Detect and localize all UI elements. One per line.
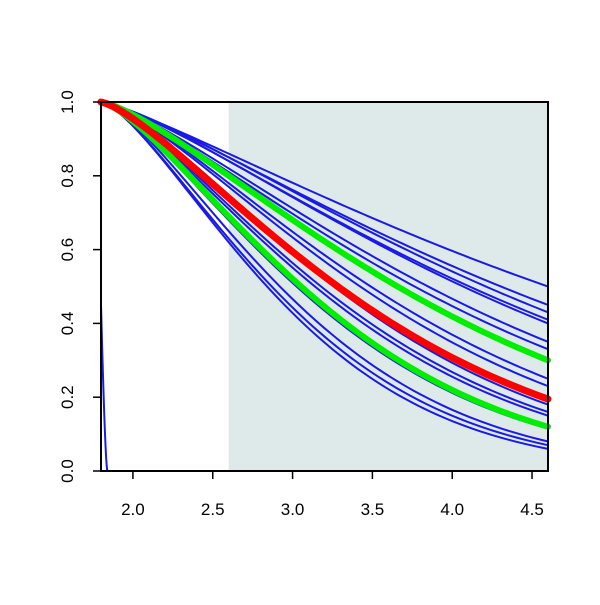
series-line-green-7 [98,99,551,364]
series-line-blue-9 [100,101,549,388]
spike-series-line [100,304,548,472]
x-tick-label: 3.5 [361,500,385,519]
y-tick-label: 0.6 [58,238,77,262]
series-line-blue-2 [100,101,549,314]
x-tick-label: 2.5 [201,500,225,519]
y-tick-label: 0.4 [58,312,77,336]
y-tick-label: 1.0 [58,90,77,114]
series-line-blue-18 [100,101,549,450]
y-tick-label: 0.8 [58,164,77,188]
x-tick-label: 4.5 [520,500,544,519]
y-tick-label: 0.2 [58,385,77,409]
series-line-green-14 [98,99,551,430]
axis-layer: 2.0 2.5 3.0 3.5 4.0 4.5 0.0 0.2 0.4 0.6 0.8 1.0 [58,90,549,519]
y-tick-label: 0.0 [58,459,77,483]
x-tick-label: 3.0 [281,500,305,519]
series-line-blue-5 [100,101,549,343]
series-line-blue-16 [100,101,549,443]
x-tick-label: 2.0 [121,500,145,519]
x-tick-label: 4.0 [440,500,464,519]
series-layer [97,98,552,472]
series-line-red-10 [97,98,552,403]
series-line-blue-4 [100,101,549,325]
plot-frame [100,101,549,472]
